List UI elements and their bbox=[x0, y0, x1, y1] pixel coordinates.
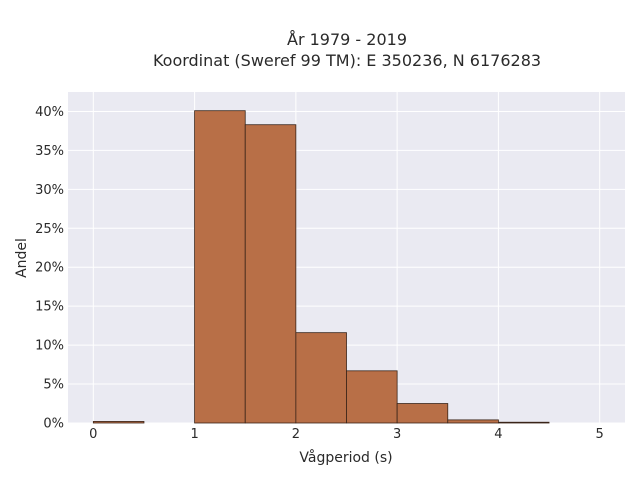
chart-title-line-1: År 1979 - 2019 bbox=[287, 30, 407, 49]
histogram-bar bbox=[498, 421, 550, 424]
histogram-bar bbox=[396, 403, 449, 424]
y-axis-label: Andel bbox=[14, 238, 30, 278]
x-tick-label: 5 bbox=[596, 427, 604, 442]
y-tick-label: 40% bbox=[35, 105, 64, 120]
y-tick-label: 0% bbox=[43, 417, 64, 432]
bars bbox=[92, 110, 550, 424]
x-tick-label: 2 bbox=[292, 427, 300, 442]
x-tick-label: 0 bbox=[89, 427, 97, 442]
histogram-bar bbox=[194, 110, 246, 424]
histogram-bar bbox=[92, 421, 145, 424]
histogram-bar bbox=[295, 332, 347, 424]
y-tick-label: 35% bbox=[35, 144, 64, 159]
x-tick-label: 4 bbox=[494, 427, 502, 442]
histogram-bar bbox=[447, 419, 499, 424]
y-tick-label: 20% bbox=[35, 261, 64, 276]
x-tick-label: 3 bbox=[393, 427, 401, 442]
histogram-bar bbox=[244, 124, 297, 424]
y-tick-label: 5% bbox=[43, 378, 64, 393]
y-tick-label: 15% bbox=[35, 300, 64, 315]
x-tick-label: 1 bbox=[190, 427, 198, 442]
chart-title-line-2: Koordinat (Sweref 99 TM): E 350236, N 61… bbox=[153, 51, 541, 70]
histogram-bar bbox=[346, 370, 398, 424]
y-tick-label: 30% bbox=[35, 183, 64, 198]
y-tick-label: 25% bbox=[35, 222, 64, 237]
y-axis-ticks: 0% 5% 10% 15% 20% 25% 30% 35% 40% bbox=[35, 105, 64, 432]
x-axis-label: Vågperiod (s) bbox=[299, 449, 392, 466]
y-tick-label: 10% bbox=[35, 339, 64, 354]
x-axis-ticks: 0 1 2 3 4 5 bbox=[89, 427, 604, 442]
